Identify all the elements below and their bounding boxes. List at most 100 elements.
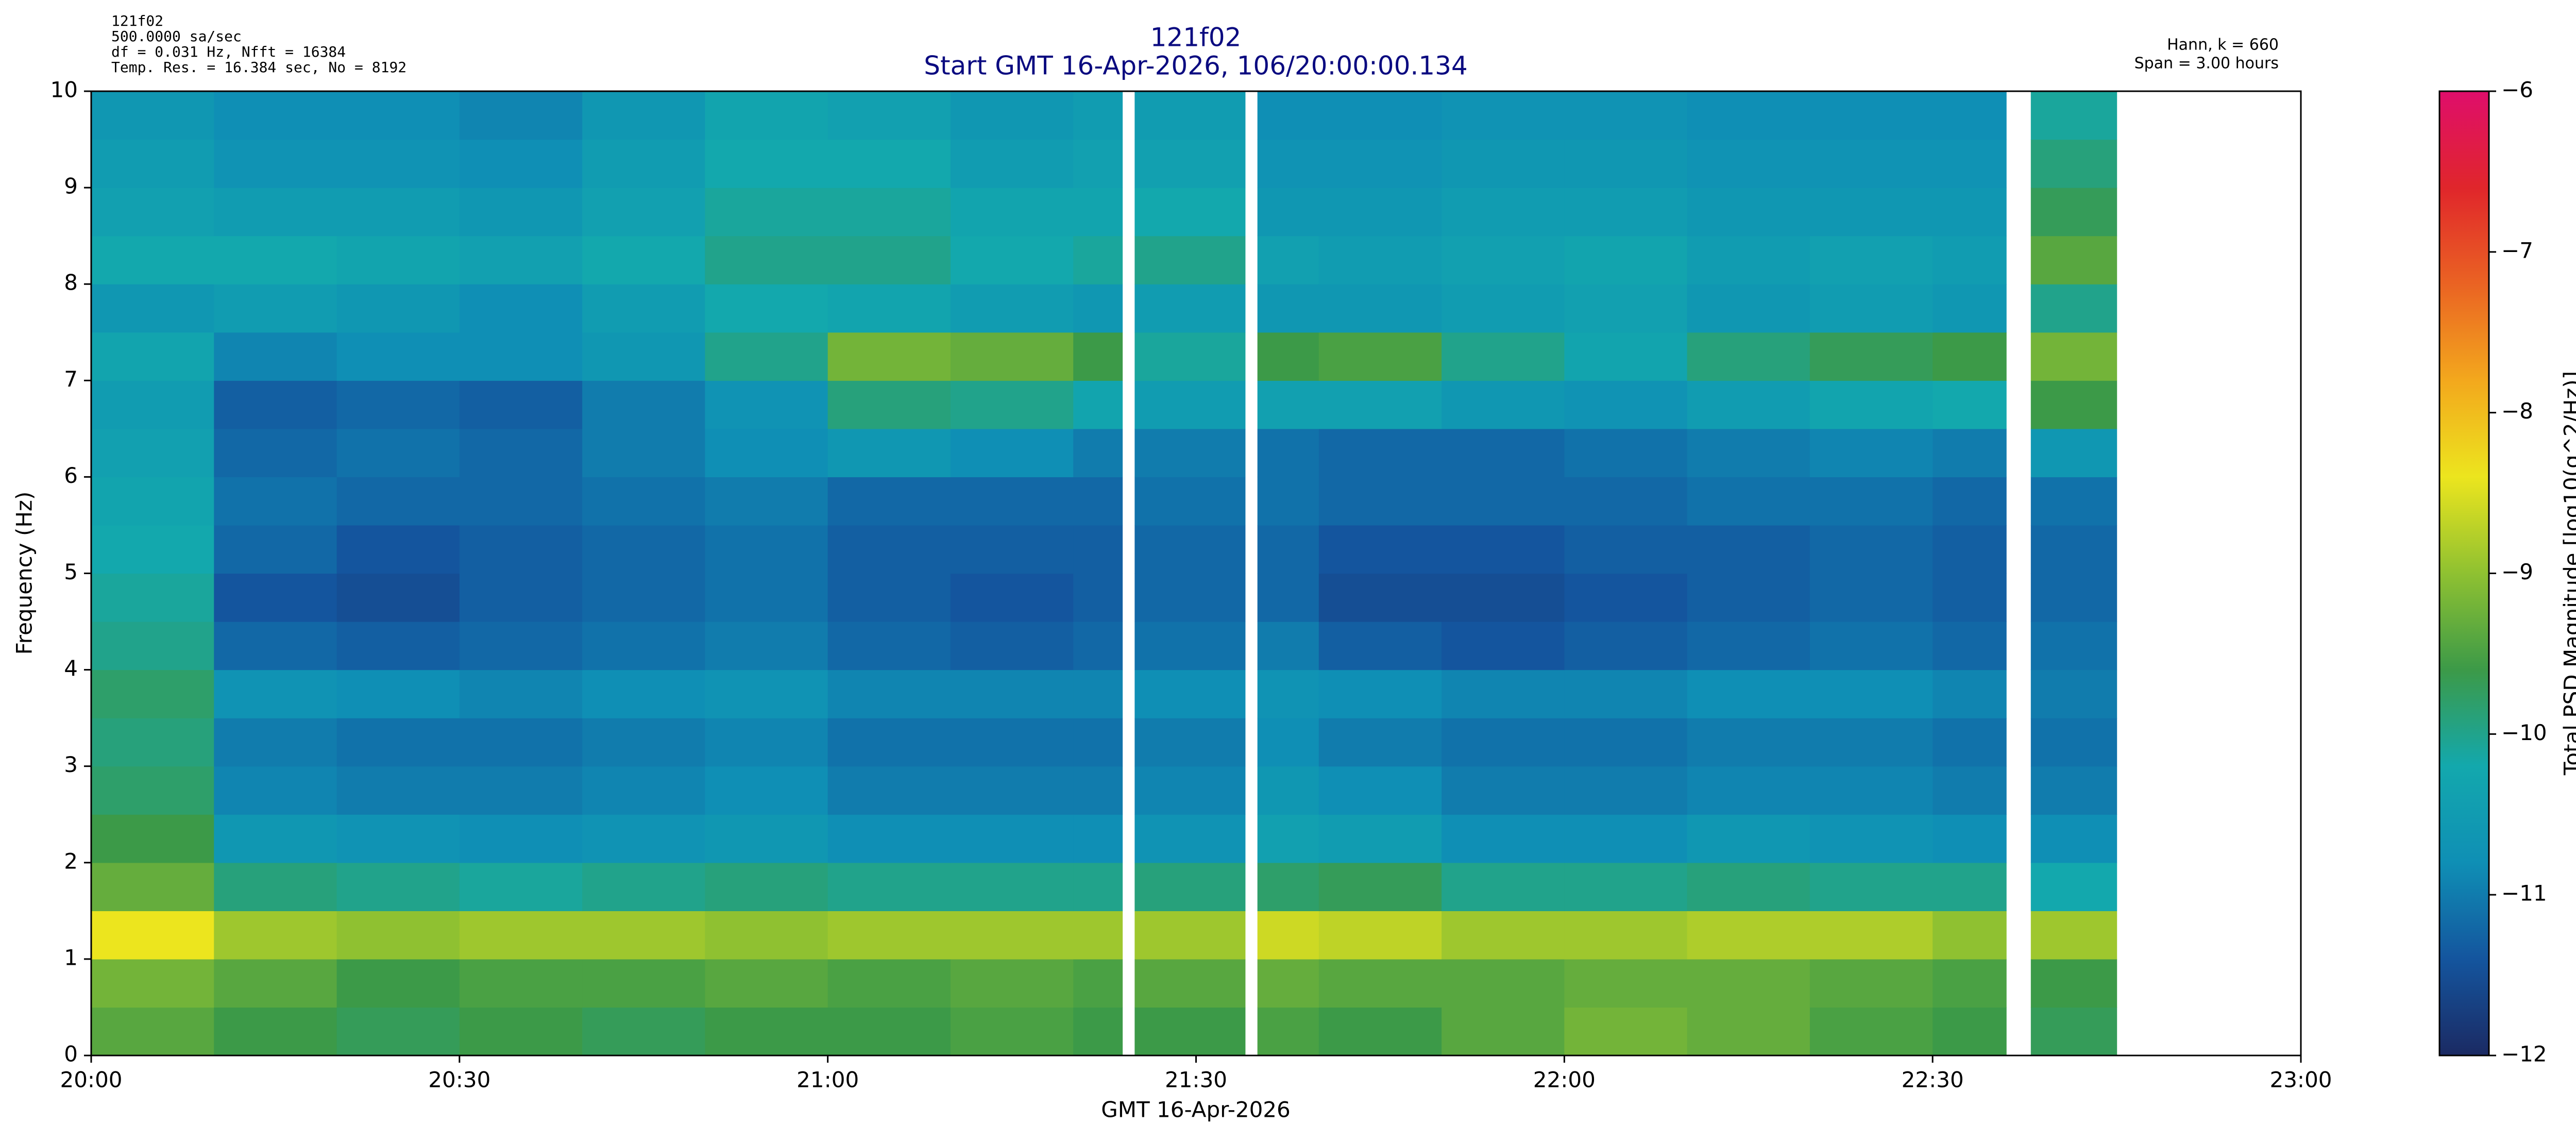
heatmap-cell xyxy=(336,669,460,718)
heatmap-cell xyxy=(1257,814,1319,863)
heatmap-cell xyxy=(582,380,705,429)
heatmap-cell xyxy=(1809,959,1933,1008)
heatmap-cell xyxy=(1257,1007,1319,1056)
y-tick-label: 1 xyxy=(64,945,78,970)
heatmap-cell xyxy=(1073,188,1123,237)
heatmap-cell xyxy=(705,284,828,333)
heatmap-cell xyxy=(827,428,951,477)
heatmap-cell xyxy=(950,814,1074,863)
heatmap-cell xyxy=(1134,332,1246,381)
x-tick-label: 21:00 xyxy=(796,1067,859,1093)
heatmap-cell xyxy=(950,428,1074,477)
heatmap-cell xyxy=(1318,332,1442,381)
heatmap-cell xyxy=(2030,1007,2117,1056)
heatmap-cell xyxy=(336,236,460,284)
heatmap-cell xyxy=(1687,669,1810,718)
heatmap-cell xyxy=(582,139,705,188)
heatmap-cell xyxy=(1933,573,2007,622)
x-tick-label: 22:30 xyxy=(1902,1067,1964,1093)
heatmap-cell xyxy=(1318,862,1442,911)
heatmap-cell xyxy=(2030,428,2117,477)
heatmap-cell xyxy=(91,766,214,815)
heatmap-cell xyxy=(1318,573,1442,622)
heatmap-cell xyxy=(1442,911,1565,960)
heatmap-cell xyxy=(582,718,705,767)
heatmap-cell xyxy=(1687,91,1810,140)
heatmap-cell xyxy=(1933,236,2007,284)
heatmap-cell xyxy=(91,380,214,429)
heatmap-cell xyxy=(214,814,337,863)
heatmap-cell xyxy=(1257,139,1319,188)
heatmap-cell xyxy=(214,573,337,622)
heatmap-cell xyxy=(2030,911,2117,960)
heatmap-cell xyxy=(582,814,705,863)
heatmap-cell xyxy=(1073,573,1123,622)
annotation: Span = 3.00 hours xyxy=(2134,55,2279,73)
heatmap-cell xyxy=(1134,1007,1246,1056)
heatmap-cell xyxy=(91,332,214,381)
heatmap-cell xyxy=(1687,622,1810,670)
y-tick-label: 2 xyxy=(64,848,78,874)
heatmap-cell xyxy=(1073,718,1123,767)
heatmap-cell xyxy=(214,911,337,960)
heatmap-cell xyxy=(950,718,1074,767)
heatmap-cell xyxy=(1134,284,1246,333)
heatmap xyxy=(91,91,2117,1056)
heatmap-cell xyxy=(2030,236,2117,284)
heatmap-cell xyxy=(336,718,460,767)
heatmap-cell xyxy=(1809,766,1933,815)
heatmap-cell xyxy=(582,236,705,284)
heatmap-cell xyxy=(1442,669,1565,718)
heatmap-cell xyxy=(1809,525,1933,574)
heatmap-cell xyxy=(1933,862,2007,911)
heatmap-cell xyxy=(336,380,460,429)
heatmap-cell xyxy=(459,428,583,477)
heatmap-cell xyxy=(1442,139,1565,188)
heatmap-cell xyxy=(459,766,583,815)
heatmap-cell xyxy=(1809,669,1933,718)
heatmap-cell xyxy=(2030,718,2117,767)
heatmap-cell xyxy=(827,862,951,911)
heatmap-cell xyxy=(950,911,1074,960)
heatmap-cell xyxy=(1687,139,1810,188)
heatmap-cell xyxy=(827,380,951,429)
heatmap-cell xyxy=(1134,380,1246,429)
heatmap-cell xyxy=(827,622,951,670)
heatmap-cell xyxy=(1687,428,1810,477)
heatmap-cell xyxy=(1257,959,1319,1008)
heatmap-cell xyxy=(827,477,951,526)
heatmap-cell xyxy=(91,911,214,960)
heatmap-cell xyxy=(827,959,951,1008)
y-tick-label: 7 xyxy=(64,366,78,392)
heatmap-cell xyxy=(91,139,214,188)
heatmap-cell xyxy=(705,573,828,622)
heatmap-cell xyxy=(214,669,337,718)
heatmap-cell xyxy=(214,284,337,333)
heatmap-cell xyxy=(1687,911,1810,960)
y-tick-label: 5 xyxy=(64,559,78,584)
heatmap-cell xyxy=(1809,911,1933,960)
heatmap-cell xyxy=(336,862,460,911)
heatmap-cell xyxy=(2030,477,2117,526)
heatmap-cell xyxy=(1257,911,1319,960)
heatmap-cell xyxy=(1073,477,1123,526)
heatmap-cell xyxy=(827,139,951,188)
heatmap-cell xyxy=(2030,188,2117,237)
heatmap-cell xyxy=(1933,1007,2007,1056)
heatmap-cell xyxy=(1564,622,1688,670)
heatmap-cell xyxy=(1073,91,1123,140)
heatmap-cell xyxy=(336,332,460,381)
heatmap-cell xyxy=(705,862,828,911)
heatmap-cell xyxy=(459,188,583,237)
heatmap-cell xyxy=(1564,477,1688,526)
heatmap-cell xyxy=(1933,91,2007,140)
heatmap-cell xyxy=(582,1007,705,1056)
heatmap-cell xyxy=(91,236,214,284)
heatmap-cell xyxy=(2030,959,2117,1008)
heatmap-cell xyxy=(214,236,337,284)
heatmap-cell xyxy=(950,766,1074,815)
y-tick-label: 3 xyxy=(64,752,78,777)
heatmap-cell xyxy=(2030,91,2117,140)
heatmap-cell xyxy=(1564,718,1688,767)
